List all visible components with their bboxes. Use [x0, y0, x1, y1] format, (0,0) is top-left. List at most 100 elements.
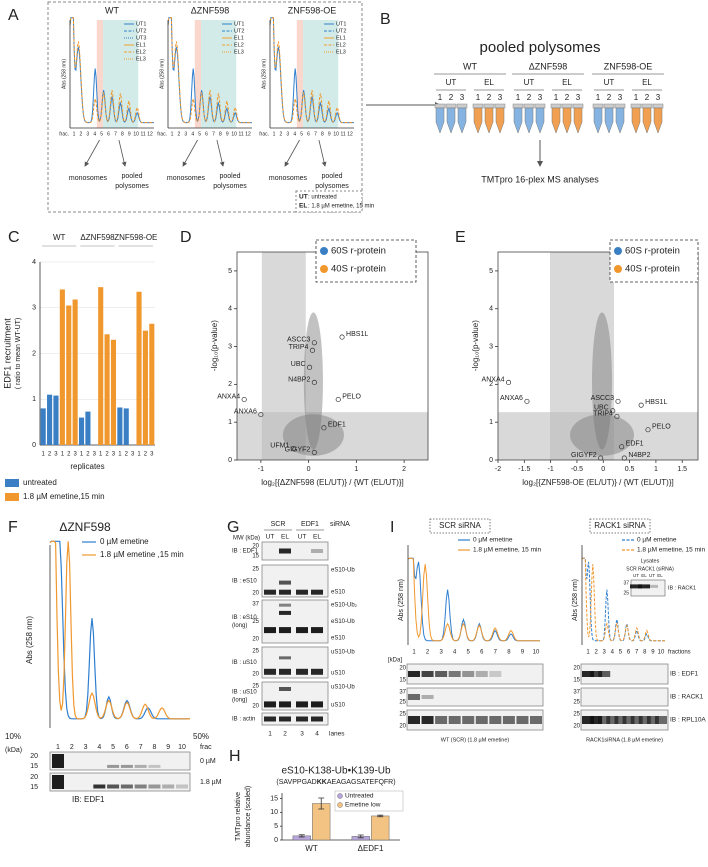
point	[241, 396, 247, 403]
fraction-label: 2	[280, 131, 283, 137]
axis-label: frac.	[59, 131, 69, 137]
tube	[604, 107, 614, 134]
annotation: monosomes	[269, 175, 308, 182]
trace	[269, 17, 354, 124]
panel-letter: F	[8, 519, 18, 536]
legend-label: UT3	[136, 35, 146, 41]
blot-band	[448, 671, 461, 677]
blot	[580, 663, 669, 685]
blot-band	[311, 668, 323, 675]
chart-title: eS10-K138-Ub•K139-Ub	[281, 766, 391, 777]
marker-label: 15	[399, 678, 406, 684]
chart-subtitle: (SAVPPGADKKAEAGAGSATEFQFR)	[276, 779, 395, 786]
x-tick-label: 3	[54, 452, 58, 458]
x-tick-label: 2	[48, 452, 52, 458]
axis-label: frac.	[157, 131, 167, 137]
blot-band	[279, 668, 291, 675]
panel-a-box	[47, 1, 363, 213]
box-label: RACK1 siRNA	[594, 521, 646, 530]
x-tick-label: 3	[112, 452, 116, 458]
arrow	[318, 139, 327, 167]
fraction-label: 3	[184, 131, 187, 137]
bar	[72, 299, 78, 445]
label-box	[429, 518, 491, 534]
y-axis-label: TMTpro relative	[235, 792, 242, 841]
blot-label: IB : RPL10A	[670, 717, 706, 724]
tube-cap	[592, 103, 604, 109]
panel-letter: D	[180, 229, 192, 246]
axis-label: lanes	[329, 731, 345, 738]
axis-label: MW (kDa)	[233, 536, 260, 542]
fraction-label: 1	[273, 131, 276, 137]
point	[615, 398, 621, 404]
point	[335, 396, 341, 403]
blot	[580, 687, 669, 707]
replicate-label: 3	[618, 93, 623, 102]
blot-band	[311, 589, 323, 595]
band-label: uS10	[331, 671, 346, 677]
blot-band	[638, 716, 651, 724]
point	[311, 379, 317, 386]
annotation: TMTpro 16-plex MS analyses	[481, 174, 599, 184]
blot-label: IB : RACK1	[670, 694, 704, 701]
replicate-label: 3	[498, 93, 503, 102]
legend-label: EL2	[136, 49, 146, 55]
fraction-label: 11	[238, 131, 243, 137]
marker-label: 20	[573, 724, 580, 730]
fraction-label: 7	[139, 744, 143, 751]
replicate-label: 3	[538, 93, 543, 102]
y-tick-label: 5	[228, 268, 232, 275]
point-label: PELO	[652, 424, 671, 431]
band-label: eS10-Ub	[331, 619, 355, 625]
x-tick-label: 1	[118, 452, 122, 458]
fraction-label: 8	[219, 131, 222, 137]
blot-band	[462, 716, 475, 724]
point	[610, 408, 616, 414]
blot-band	[590, 671, 603, 677]
point-label: ANXA4	[482, 376, 505, 383]
fraction-label: 8	[152, 744, 156, 751]
legend-label: UT1	[336, 21, 346, 27]
blot-band	[176, 784, 188, 789]
trace	[69, 17, 154, 124]
marker-label: 37	[573, 690, 580, 696]
blot	[49, 751, 191, 771]
point	[311, 340, 317, 346]
legend-label: EL1	[136, 42, 146, 48]
tube	[653, 107, 663, 134]
point-label: GIGYF2	[285, 446, 311, 453]
blot-band	[120, 784, 133, 789]
blot-band	[93, 784, 106, 789]
key-abbr: UT	[299, 194, 308, 201]
y-axis-label: ( ratio to mean WT-UT)	[15, 318, 22, 390]
marker-label: 25	[252, 619, 259, 625]
marker-label: 25	[399, 712, 406, 718]
x-tick-label: -1.5	[518, 466, 530, 473]
point	[621, 455, 627, 461]
header-label: SCR	[271, 521, 286, 528]
x-tick-label: 1	[99, 452, 103, 458]
blot-label: IB : EDF1	[670, 671, 699, 678]
legend-label: 1.8 µM emetine ,15 min	[100, 550, 184, 559]
blot-band	[279, 548, 291, 554]
legend-label: Untreated	[345, 793, 374, 800]
arrow	[84, 139, 100, 167]
fraction-label: 1	[412, 650, 416, 656]
point-label: HBS1L	[346, 331, 368, 338]
replicate-label: 1	[554, 93, 559, 102]
fraction-label: 6	[205, 131, 208, 137]
x-tick-label: 1	[42, 452, 46, 458]
legend-label: Emetine low	[345, 802, 381, 809]
shape	[201, 20, 237, 128]
fraction-label: 5	[619, 650, 623, 656]
fraction-label: 7	[635, 650, 639, 656]
tube	[593, 107, 603, 134]
legend-label: 0 µM emetine	[100, 537, 149, 546]
point-label: EDF1	[626, 441, 644, 448]
legend-label: UT2	[136, 28, 146, 34]
blot-band	[52, 754, 64, 768]
fraction-label: 3	[86, 131, 89, 137]
panel-title: ΔZNF598	[59, 520, 111, 534]
blot-band	[264, 627, 276, 634]
x-tick-label: 1	[354, 466, 358, 473]
